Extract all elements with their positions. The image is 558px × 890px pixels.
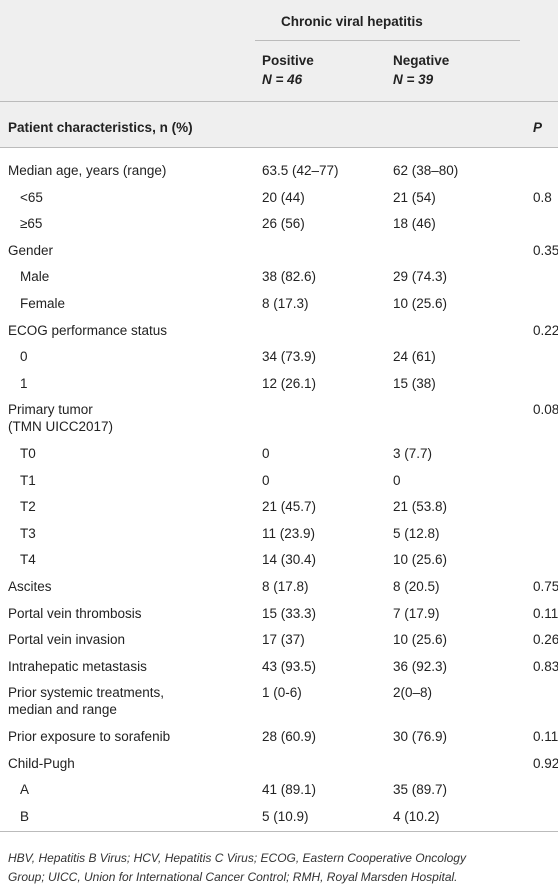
cell-positive: 20 (44): [262, 189, 305, 205]
cell-negative: 21 (54): [393, 189, 436, 205]
cell-negative: 4 (10.2): [393, 808, 440, 824]
cell-positive: 21 (45.7): [262, 499, 317, 515]
cell-p: 0.35: [533, 242, 558, 258]
cell-p: 0.8: [533, 189, 552, 205]
row-label: Intrahepatic metastasis: [8, 658, 147, 674]
row-label: Male: [20, 269, 50, 285]
group-header: Chronic viral hepatitis: [281, 14, 423, 29]
row-label: (TMN UICC2017): [8, 419, 114, 435]
row-label: <65: [20, 189, 43, 205]
col-header: Positive: [262, 53, 314, 68]
cell-p: 0.83: [533, 658, 558, 674]
cell-positive: 5 (10.9): [262, 808, 309, 824]
cell-positive: 28 (60.9): [262, 729, 317, 744]
cell-positive: 14 (30.4): [262, 552, 317, 568]
rule: [0, 101, 558, 102]
cell-negative: 10 (25.6): [393, 296, 448, 311]
header-band: [0, 0, 558, 147]
rule: [0, 147, 558, 148]
row-label: A: [20, 782, 30, 798]
cell-negative: 2(0–8): [393, 685, 433, 701]
cell-negative: 62 (38–80): [393, 163, 459, 178]
footnote: Group; UICC, Union for International Can…: [8, 870, 458, 884]
cell-p: 0.75: [533, 579, 558, 594]
cell-positive: 0: [262, 472, 270, 488]
row-label: B: [20, 808, 30, 824]
cell-negative: 36 (92.3): [393, 658, 448, 674]
row-label: Median age, years (range): [8, 163, 167, 178]
col-n: N = 39: [393, 72, 434, 87]
row-label: T4: [20, 552, 36, 568]
cell-positive: 8 (17.8): [262, 579, 309, 594]
cell-p: 0.11: [533, 729, 558, 744]
cell-positive: 43 (93.5): [262, 658, 317, 674]
footnote: HBV, Hepatitis B Virus; HCV, Hepatitis C…: [8, 851, 466, 865]
row-label: ≥65: [20, 216, 43, 232]
row-label: 0: [20, 349, 28, 365]
cell-negative: 3 (7.7): [393, 446, 433, 461]
cell-negative: 18 (46): [393, 216, 436, 232]
cell-positive: 26 (56): [262, 216, 305, 232]
cell-positive: 17 (37): [262, 632, 305, 648]
row-label: Female: [20, 296, 66, 311]
cell-positive: 34 (73.9): [262, 349, 317, 365]
cell-negative: 10 (25.6): [393, 632, 448, 648]
row-label: Portal vein thrombosis: [8, 605, 142, 621]
row-label: Prior exposure to sorafenib: [8, 729, 171, 744]
cell-positive: 1 (0-6): [262, 685, 302, 701]
row-label: Prior systemic treatments,: [8, 685, 165, 701]
cell-positive: 8 (17.3): [262, 296, 309, 311]
cell-negative: 7 (17.9): [393, 605, 440, 621]
row-label: Gender: [8, 242, 54, 258]
row-label: median and range: [8, 702, 117, 718]
row-label: T1: [20, 472, 36, 488]
row-label: Primary tumor: [8, 402, 93, 418]
cell-negative: 30 (76.9): [393, 729, 448, 744]
row-label: T0: [20, 446, 36, 461]
cell-negative: 5 (12.8): [393, 525, 440, 541]
cell-positive: 38 (82.6): [262, 269, 317, 285]
cell-p: 0.22: [533, 322, 558, 338]
rule: [255, 40, 520, 41]
row-label: T3: [20, 525, 36, 541]
cell-positive: 12 (26.1): [262, 375, 317, 391]
cell-p: 0.26: [533, 632, 558, 648]
p-header: P: [533, 120, 543, 135]
cell-positive: 15 (33.3): [262, 605, 317, 621]
row-label: Ascites: [8, 579, 52, 594]
cell-p: 0.92: [533, 755, 558, 771]
cell-negative: 8 (20.5): [393, 579, 440, 594]
cell-positive: 0: [262, 446, 270, 461]
cell-negative: 24 (61): [393, 349, 436, 365]
cell-negative: 35 (89.7): [393, 782, 448, 798]
col-n: N = 46: [262, 72, 303, 87]
cell-negative: 10 (25.6): [393, 552, 448, 568]
row-label: Child-Pugh: [8, 755, 75, 771]
row-header: Patient characteristics, n (%): [8, 120, 193, 135]
cell-positive: 63.5 (42–77): [262, 163, 339, 178]
row-label: ECOG performance status: [8, 322, 168, 338]
cell-p: 0.08: [533, 402, 558, 418]
cell-negative: 29 (74.3): [393, 269, 448, 285]
col-header: Negative: [393, 53, 450, 68]
row-label: T2: [20, 499, 36, 515]
rule: [0, 831, 558, 832]
row-label: 1: [20, 375, 28, 391]
cell-negative: 21 (53.8): [393, 499, 448, 515]
cell-negative: 0: [393, 472, 401, 488]
cell-positive: 41 (89.1): [262, 782, 317, 798]
cell-positive: 11 (23.9): [262, 525, 316, 541]
row-label: Portal vein invasion: [8, 632, 126, 648]
cell-p: 0.11: [533, 605, 558, 621]
cell-negative: 15 (38): [393, 375, 436, 391]
